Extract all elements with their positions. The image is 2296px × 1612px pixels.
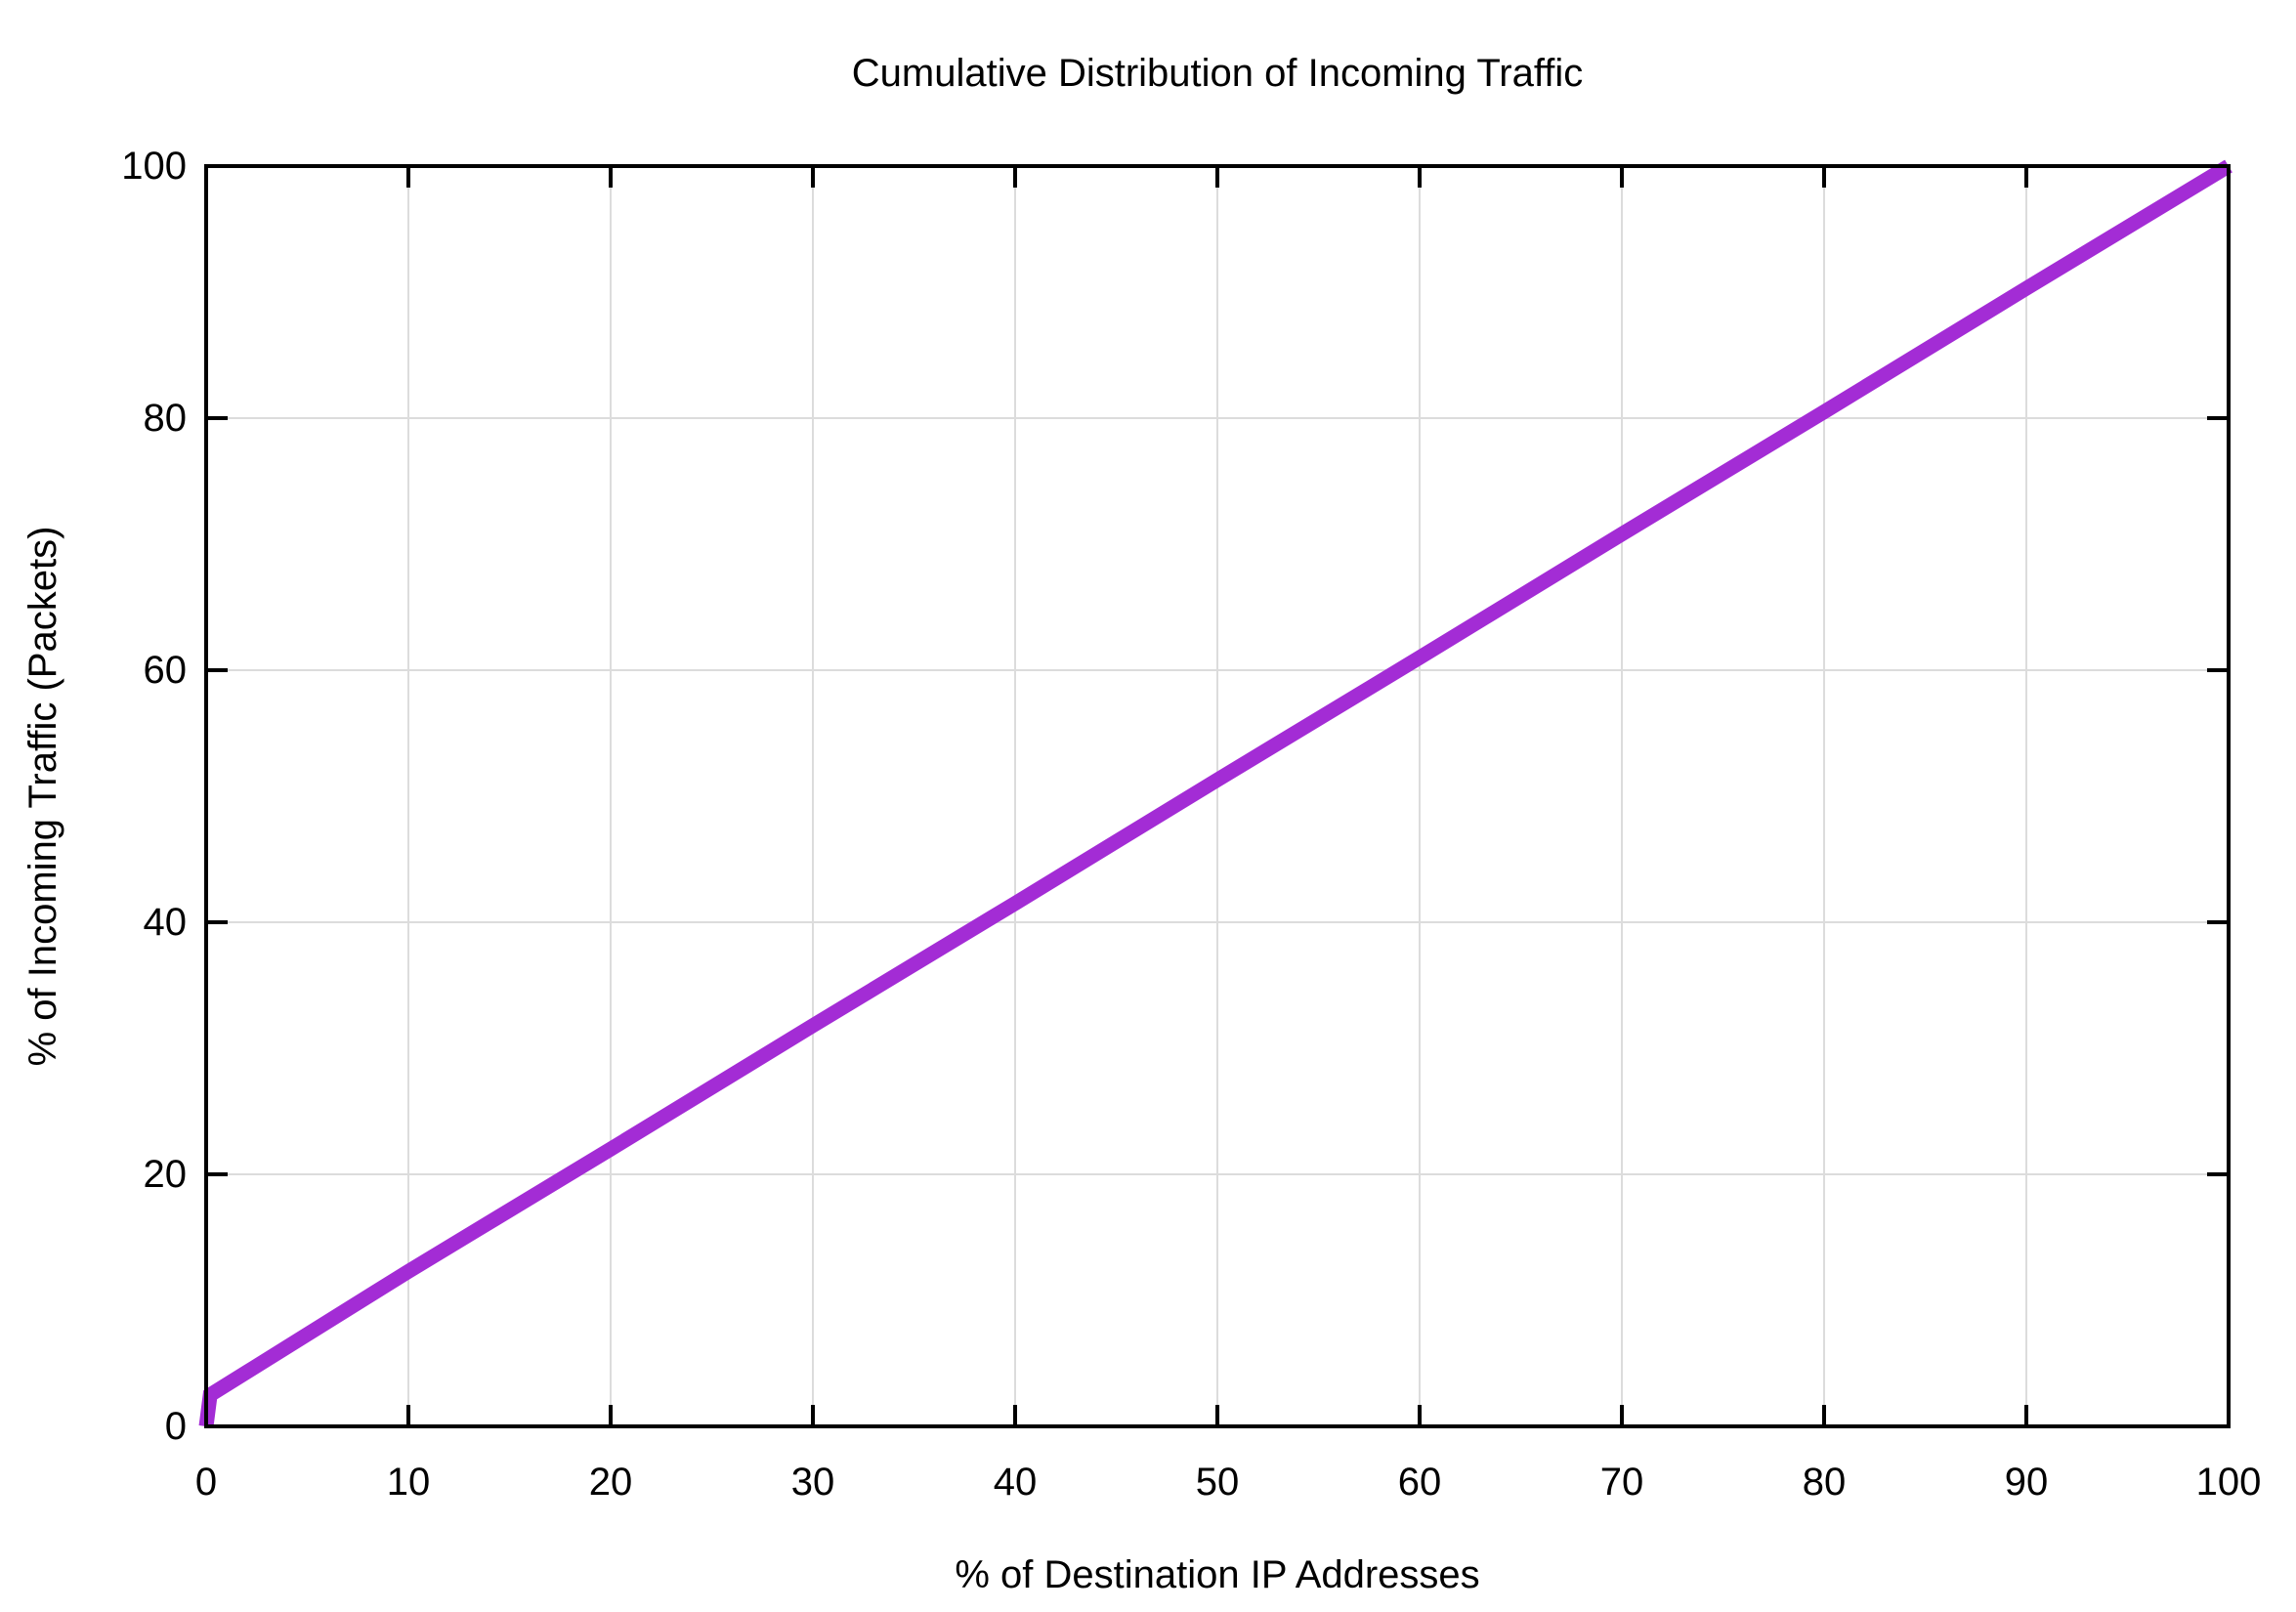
x-tick-label: 100 xyxy=(2196,1461,2262,1504)
y-tick-label: 60 xyxy=(144,649,188,692)
plot-border xyxy=(204,164,2231,1428)
y-tick-label: 80 xyxy=(144,397,188,440)
x-tick-label: 10 xyxy=(387,1461,431,1504)
x-tick-label: 90 xyxy=(2005,1461,2049,1504)
x-tick-label: 40 xyxy=(994,1461,1038,1504)
x-tick-label: 0 xyxy=(195,1461,217,1504)
x-tick-label: 20 xyxy=(589,1461,633,1504)
x-tick-label: 80 xyxy=(1803,1461,1847,1504)
y-tick-label: 40 xyxy=(144,901,188,944)
y-tick-label: 100 xyxy=(121,145,187,188)
x-tick-label: 70 xyxy=(1600,1461,1644,1504)
chart-title: Cumulative Distribution of Incoming Traf… xyxy=(851,52,1584,95)
y-tick-label: 20 xyxy=(144,1153,188,1196)
y-axis-label: % of Incoming Traffic (Packets) xyxy=(21,526,64,1067)
x-tick-label: 50 xyxy=(1196,1461,1240,1504)
data-line xyxy=(198,159,2232,1427)
x-axis-label: % of Destination IP Addresses xyxy=(955,1553,1480,1596)
x-tick-label: 30 xyxy=(791,1461,835,1504)
y-tick-label: 0 xyxy=(165,1405,187,1448)
x-tick-label: 60 xyxy=(1398,1461,1442,1504)
